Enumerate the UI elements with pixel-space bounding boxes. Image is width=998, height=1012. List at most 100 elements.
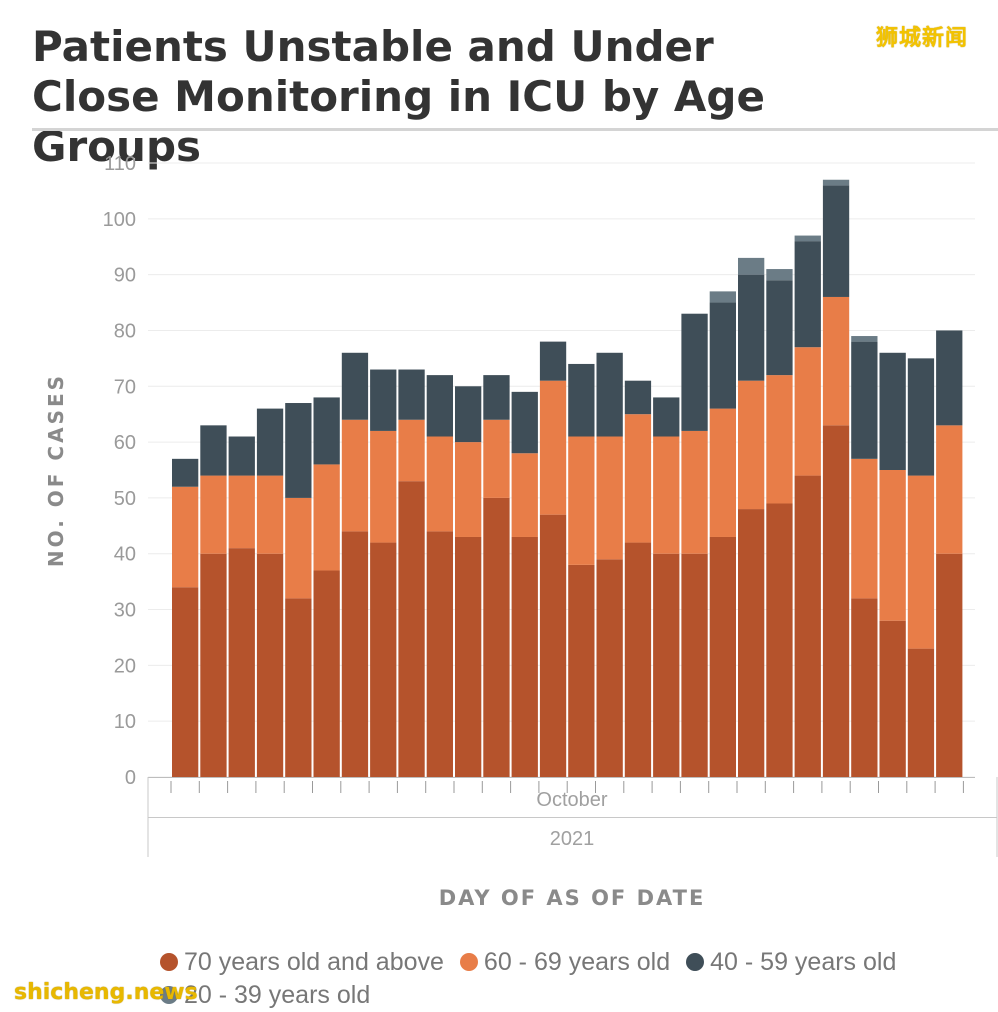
bar-segment — [370, 542, 397, 777]
bar-segment — [879, 620, 906, 777]
y-tick-label: 0 — [125, 767, 136, 789]
bar-segment — [341, 531, 369, 777]
legend-label: 40 - 59 years old — [710, 948, 897, 976]
bar-segment — [398, 481, 425, 777]
bar-segment — [455, 536, 482, 777]
bar-segment — [738, 509, 765, 777]
bar-segment — [794, 235, 821, 242]
bar-segment — [511, 453, 538, 537]
bar-segment — [709, 291, 736, 303]
bar-segment — [256, 475, 284, 554]
bar-segment — [370, 430, 397, 543]
x-group-label-month: October — [536, 789, 607, 811]
bar-segment — [822, 296, 850, 426]
x-axis-title: DAY OF AS OF DATE — [439, 886, 706, 910]
bar-segment — [285, 497, 312, 599]
bar-segment — [709, 302, 736, 409]
bar-segment — [200, 553, 227, 777]
bar-segment — [256, 408, 284, 476]
bar-segment — [398, 419, 425, 482]
bar-segment — [256, 553, 284, 777]
bar-segment — [851, 336, 878, 342]
bar-segment — [766, 503, 793, 777]
bar-segment — [907, 358, 935, 476]
bar-segment — [936, 553, 963, 777]
bar-segment — [709, 408, 736, 537]
bar-segment — [907, 475, 935, 649]
y-tick-label: 10 — [114, 711, 136, 733]
y-tick-label: 20 — [114, 655, 136, 677]
x-group-label-year: 2021 — [550, 828, 595, 850]
bar-segment — [653, 397, 680, 437]
bar-segment — [200, 475, 227, 554]
legend-swatch — [160, 953, 178, 971]
bar-segment — [539, 514, 567, 777]
y-tick-label: 50 — [114, 488, 136, 510]
bar-segment — [313, 464, 340, 571]
bar-segment — [511, 536, 538, 777]
bar-segment — [794, 475, 821, 777]
bar-segment — [738, 257, 765, 275]
bar-segment — [228, 475, 255, 549]
bar-segment — [228, 436, 255, 476]
legend-swatch — [686, 953, 705, 971]
bar-segment — [907, 648, 935, 777]
legend-swatch — [459, 953, 478, 971]
legend-label: 70 years old and above — [184, 948, 444, 976]
y-tick-label: 100 — [103, 209, 136, 231]
bar-segment — [851, 598, 878, 777]
bar-segment — [172, 587, 199, 777]
bar-segment — [624, 542, 652, 777]
bar-segment — [681, 313, 708, 431]
bar-segment — [426, 375, 453, 437]
bar-segment — [596, 352, 623, 437]
bar-segment — [370, 369, 397, 431]
bar-segment — [483, 419, 510, 498]
stacked-bar-chart: 0 10 20 30 40 50 60 70 80 90 100 110 NO. OF CASES Oct… — [44, 153, 998, 910]
bar-segment — [822, 179, 850, 186]
bar-segment — [879, 470, 906, 621]
bar-segment — [455, 442, 482, 537]
bar-segment — [653, 553, 680, 777]
brand-logo-text: 狮城新闻 — [876, 26, 969, 51]
bar-segment — [228, 548, 255, 777]
bar-segment — [426, 531, 453, 777]
bar-segment — [738, 274, 765, 381]
bar-segment — [766, 375, 793, 504]
bar-segment — [822, 425, 850, 777]
title-divider — [32, 128, 998, 131]
bar-segment — [624, 414, 652, 543]
bar-segment — [653, 436, 680, 554]
bar-segment — [879, 352, 906, 470]
legend-item: 60 - 69 years old — [459, 946, 670, 978]
bar-segment — [851, 341, 878, 459]
y-tick-label: 60 — [114, 432, 136, 454]
y-tick-label: 30 — [114, 600, 136, 622]
bar-segment — [172, 458, 199, 487]
bar-segment — [709, 536, 736, 777]
bar-segment — [766, 269, 793, 281]
bar-segment — [568, 564, 595, 777]
bar-segment — [172, 486, 199, 588]
legend-swatch — [160, 986, 178, 1004]
chart-title: Patients Unstable and Under Close Monito… — [32, 22, 765, 171]
bar-segment — [681, 430, 708, 554]
bar-segment — [285, 598, 312, 777]
bar-segment — [738, 380, 765, 510]
legend-item: 70 years old and above — [160, 946, 444, 978]
watermark: shicheng.news — [14, 980, 198, 1005]
bar-segment — [681, 553, 708, 777]
y-tick-label: 70 — [114, 376, 136, 398]
bar-segment — [483, 375, 510, 420]
bar-segment — [851, 458, 878, 599]
bar-segment — [341, 419, 369, 532]
y-tick-label: 90 — [114, 265, 136, 287]
bar-segment — [936, 425, 963, 554]
bar-segment — [313, 397, 340, 465]
bar-segment — [766, 280, 793, 376]
bar-segment — [511, 391, 538, 454]
bar-segment — [313, 570, 340, 777]
bar-segment — [596, 436, 623, 560]
bar-segment — [483, 497, 510, 777]
legend-label: 20 - 39 years old — [184, 981, 371, 1009]
